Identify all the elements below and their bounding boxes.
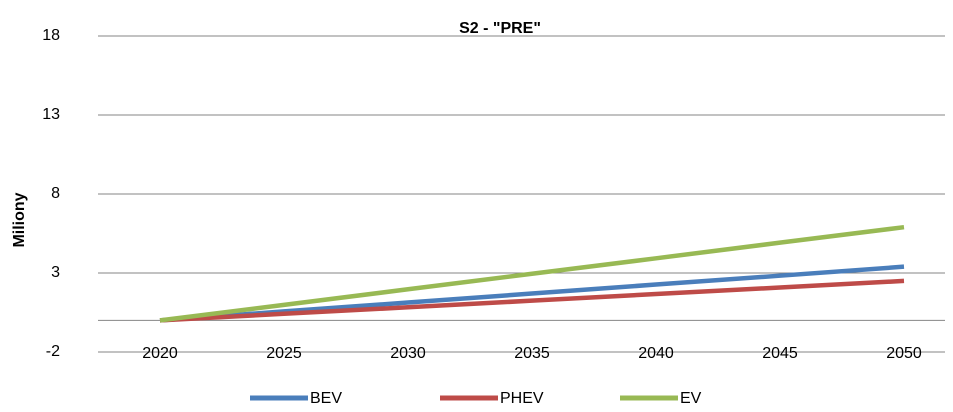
legend-label: EV (680, 390, 702, 407)
line-series (159, 264, 905, 323)
line-series (159, 224, 905, 323)
line-series (159, 278, 905, 323)
x-tick-label: 2030 (390, 345, 426, 362)
y-tick-label: 13 (42, 106, 60, 123)
x-tick-label: 2050 (886, 345, 922, 362)
x-tick-label: 2020 (142, 345, 178, 362)
chart-title: S2 - "PRE" (459, 20, 541, 37)
y-axis-label: Miliony (11, 192, 28, 247)
y-tick-label: 18 (42, 27, 60, 44)
y-tick-label: 3 (51, 264, 60, 281)
x-tick-label: 2025 (266, 345, 302, 362)
y-tick-label: 8 (51, 185, 60, 202)
y-tick-label: -2 (46, 343, 60, 360)
x-tick-label: 2035 (514, 345, 550, 362)
legend-label: BEV (310, 390, 342, 407)
x-tick-label: 2040 (638, 345, 674, 362)
x-tick-label: 2045 (762, 345, 798, 362)
legend-label: PHEV (500, 390, 544, 407)
